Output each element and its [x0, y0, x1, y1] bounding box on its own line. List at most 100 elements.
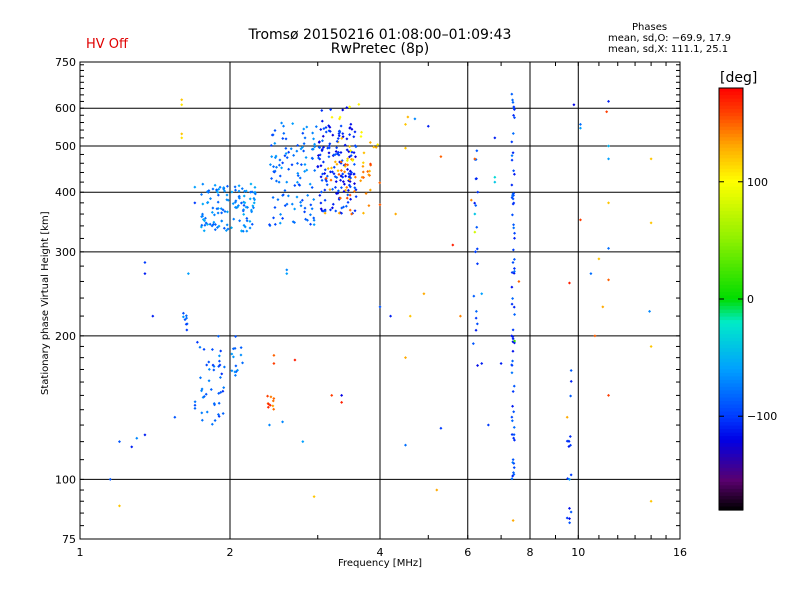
- colorbar-segment: [719, 506, 743, 511]
- colorbar-segment: [719, 432, 743, 437]
- data-point: [512, 201, 516, 205]
- data-point: [213, 228, 217, 232]
- data-point: [348, 133, 352, 137]
- data-point: [361, 170, 365, 174]
- data-point: [220, 211, 224, 215]
- data-point: [272, 165, 276, 169]
- colorbar-unit-label: [deg]: [720, 70, 758, 86]
- data-point: [607, 99, 611, 103]
- data-point: [344, 162, 348, 166]
- data-point: [378, 305, 382, 309]
- data-point: [312, 137, 316, 141]
- data-point: [376, 143, 380, 147]
- data-point: [649, 344, 653, 348]
- data-point: [180, 98, 184, 102]
- data-point: [474, 316, 478, 320]
- data-point: [253, 192, 257, 196]
- data-point: [324, 130, 328, 134]
- data-point: [422, 292, 426, 296]
- data-point: [513, 339, 517, 343]
- colorbar-segment: [719, 197, 743, 202]
- colorbar-segment: [719, 299, 743, 304]
- data-point: [345, 196, 349, 200]
- y-tick-label: 600: [55, 102, 76, 115]
- data-point: [569, 394, 573, 398]
- data-point: [234, 364, 238, 368]
- data-point: [607, 278, 611, 282]
- data-point: [337, 117, 341, 121]
- data-point: [648, 309, 652, 313]
- colorbar-segment: [719, 105, 743, 110]
- data-point: [281, 216, 285, 220]
- colorbar-segment: [719, 249, 743, 254]
- data-point: [345, 159, 349, 163]
- data-point: [321, 160, 325, 164]
- data-point: [510, 194, 514, 198]
- colorbar-segment: [719, 256, 743, 261]
- data-point: [230, 190, 234, 194]
- data-point: [510, 158, 514, 162]
- data-point: [289, 147, 293, 151]
- data-point: [241, 361, 245, 365]
- data-point: [344, 174, 348, 178]
- colorbar-segment: [719, 436, 743, 441]
- colorbar-segment: [719, 186, 743, 191]
- data-point: [306, 193, 310, 197]
- data-point: [512, 438, 516, 442]
- data-point: [311, 131, 315, 135]
- data-point: [220, 372, 224, 376]
- data-point: [413, 117, 417, 121]
- data-point: [474, 328, 478, 332]
- data-point: [475, 177, 479, 181]
- colorbar-segment: [719, 337, 743, 342]
- data-point: [211, 206, 215, 210]
- data-point: [499, 361, 503, 365]
- data-point: [569, 443, 573, 447]
- data-point: [510, 213, 514, 217]
- data-point: [512, 172, 516, 176]
- x-tick-label: 6: [464, 546, 471, 559]
- colorbar-segment: [719, 323, 743, 328]
- data-point: [213, 418, 217, 422]
- colorbar-segment: [719, 404, 743, 409]
- data-point: [266, 394, 270, 398]
- data-point: [517, 279, 521, 283]
- data-point: [474, 250, 478, 254]
- data-point: [511, 131, 515, 135]
- data-point: [352, 182, 356, 186]
- colorbar-segment: [719, 137, 743, 142]
- data-point: [269, 143, 273, 147]
- colorbar-segment: [719, 158, 743, 163]
- data-point: [333, 185, 337, 189]
- data-point: [275, 165, 279, 169]
- data-point: [349, 122, 353, 126]
- data-point: [237, 194, 241, 198]
- data-point: [360, 175, 364, 179]
- data-point: [276, 198, 280, 202]
- data-point: [589, 272, 593, 276]
- data-point: [293, 358, 297, 362]
- data-point: [280, 121, 284, 125]
- data-point: [239, 353, 243, 357]
- data-point: [272, 353, 276, 357]
- data-point: [285, 156, 289, 160]
- data-point: [299, 163, 303, 167]
- data-point: [278, 158, 282, 162]
- data-point: [180, 132, 184, 136]
- data-point: [295, 195, 299, 199]
- colorbar-segment: [719, 277, 743, 283]
- data-point: [200, 387, 204, 391]
- data-point: [295, 180, 299, 184]
- data-point: [334, 192, 338, 196]
- data-point: [340, 393, 344, 397]
- data-point: [317, 140, 321, 144]
- data-point: [361, 161, 365, 165]
- data-point: [339, 150, 343, 154]
- data-point: [243, 201, 247, 205]
- data-point: [334, 209, 338, 213]
- colorbar-segment: [719, 379, 743, 384]
- data-point: [323, 172, 327, 176]
- data-point: [330, 170, 334, 174]
- colorbar-segment: [719, 365, 743, 370]
